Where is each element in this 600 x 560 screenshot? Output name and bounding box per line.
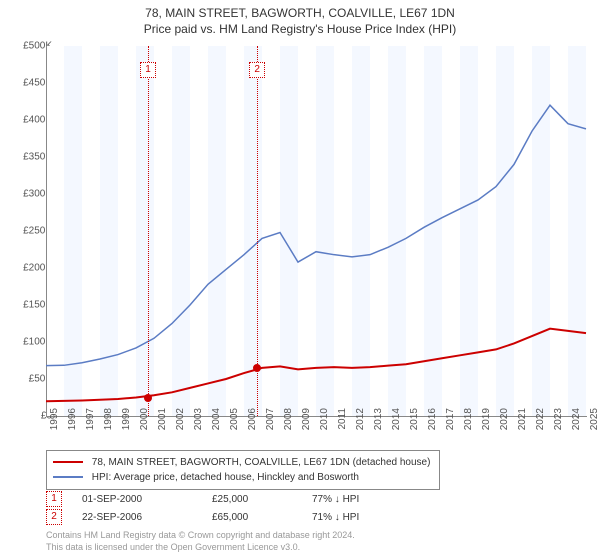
sale-pct: 71% ↓ HPI (312, 512, 412, 523)
sale-dot-icon (253, 364, 261, 372)
title-address: 78, MAIN STREET, BAGWORTH, COALVILLE, LE… (0, 6, 600, 20)
legend-row-hpi: HPI: Average price, detached house, Hinc… (53, 470, 433, 485)
sale-marker-box: 1 (140, 62, 156, 78)
sale-date: 22-SEP-2006 (82, 512, 212, 523)
title-subtitle: Price paid vs. HM Land Registry's House … (0, 22, 600, 36)
x-tick-label: 2015 (409, 408, 420, 448)
title-block: 78, MAIN STREET, BAGWORTH, COALVILLE, LE… (0, 0, 600, 36)
chart-container: 78, MAIN STREET, BAGWORTH, COALVILLE, LE… (0, 0, 600, 560)
sale-marker-number: 2 (46, 509, 62, 525)
x-tick-label: 2004 (211, 408, 222, 448)
x-tick-label: 1995 (49, 408, 60, 448)
x-tick-label: 1998 (103, 408, 114, 448)
x-tick-label: 2002 (175, 408, 186, 448)
x-tick-label: 2023 (553, 408, 564, 448)
x-tick-label: 2011 (337, 408, 348, 448)
legend-label-property: 78, MAIN STREET, BAGWORTH, COALVILLE, LE… (92, 457, 431, 468)
x-tick-label: 2022 (535, 408, 546, 448)
x-tick-label: 1996 (67, 408, 78, 448)
sale-price: £25,000 (212, 494, 312, 505)
legend-row-property: 78, MAIN STREET, BAGWORTH, COALVILLE, LE… (53, 455, 433, 470)
table-row: 2 22-SEP-2006 £65,000 71% ↓ HPI (46, 508, 412, 526)
x-tick-label: 1999 (121, 408, 132, 448)
x-tick-label: 2010 (319, 408, 330, 448)
table-row: 1 01-SEP-2000 £25,000 77% ↓ HPI (46, 490, 412, 508)
x-tick-label: 2025 (589, 408, 600, 448)
sale-price: £65,000 (212, 512, 312, 523)
x-tick-label: 2001 (157, 408, 168, 448)
sale-marker-box: 2 (249, 62, 265, 78)
x-tick-label: 2021 (517, 408, 528, 448)
x-tick-label: 2003 (193, 408, 204, 448)
x-tick-label: 2007 (265, 408, 276, 448)
legend: 78, MAIN STREET, BAGWORTH, COALVILLE, LE… (46, 450, 440, 490)
sale-pct: 77% ↓ HPI (312, 494, 412, 505)
footer-line2: This data is licensed under the Open Gov… (46, 542, 355, 554)
x-tick-label: 2012 (355, 408, 366, 448)
x-tick-label: 2024 (571, 408, 582, 448)
sale-dot-icon (144, 394, 152, 402)
footer-attribution: Contains HM Land Registry data © Crown c… (46, 530, 355, 553)
legend-swatch-property (53, 461, 83, 463)
x-tick-label: 2020 (499, 408, 510, 448)
line-series (46, 46, 586, 416)
sales-table: 1 01-SEP-2000 £25,000 77% ↓ HPI 2 22-SEP… (46, 490, 412, 526)
x-tick-label: 2009 (301, 408, 312, 448)
sale-marker-number: 1 (46, 491, 62, 507)
x-tick-label: 2018 (463, 408, 474, 448)
x-tick-label: 2013 (373, 408, 384, 448)
legend-label-hpi: HPI: Average price, detached house, Hinc… (92, 472, 359, 483)
x-tick-label: 2017 (445, 408, 456, 448)
footer-line1: Contains HM Land Registry data © Crown c… (46, 530, 355, 542)
x-tick-label: 2005 (229, 408, 240, 448)
x-tick-label: 1997 (85, 408, 96, 448)
x-tick-label: 2019 (481, 408, 492, 448)
legend-swatch-hpi (53, 476, 83, 478)
x-tick-label: 2014 (391, 408, 402, 448)
x-tick-label: 2008 (283, 408, 294, 448)
x-tick-label: 2016 (427, 408, 438, 448)
sale-date: 01-SEP-2000 (82, 494, 212, 505)
